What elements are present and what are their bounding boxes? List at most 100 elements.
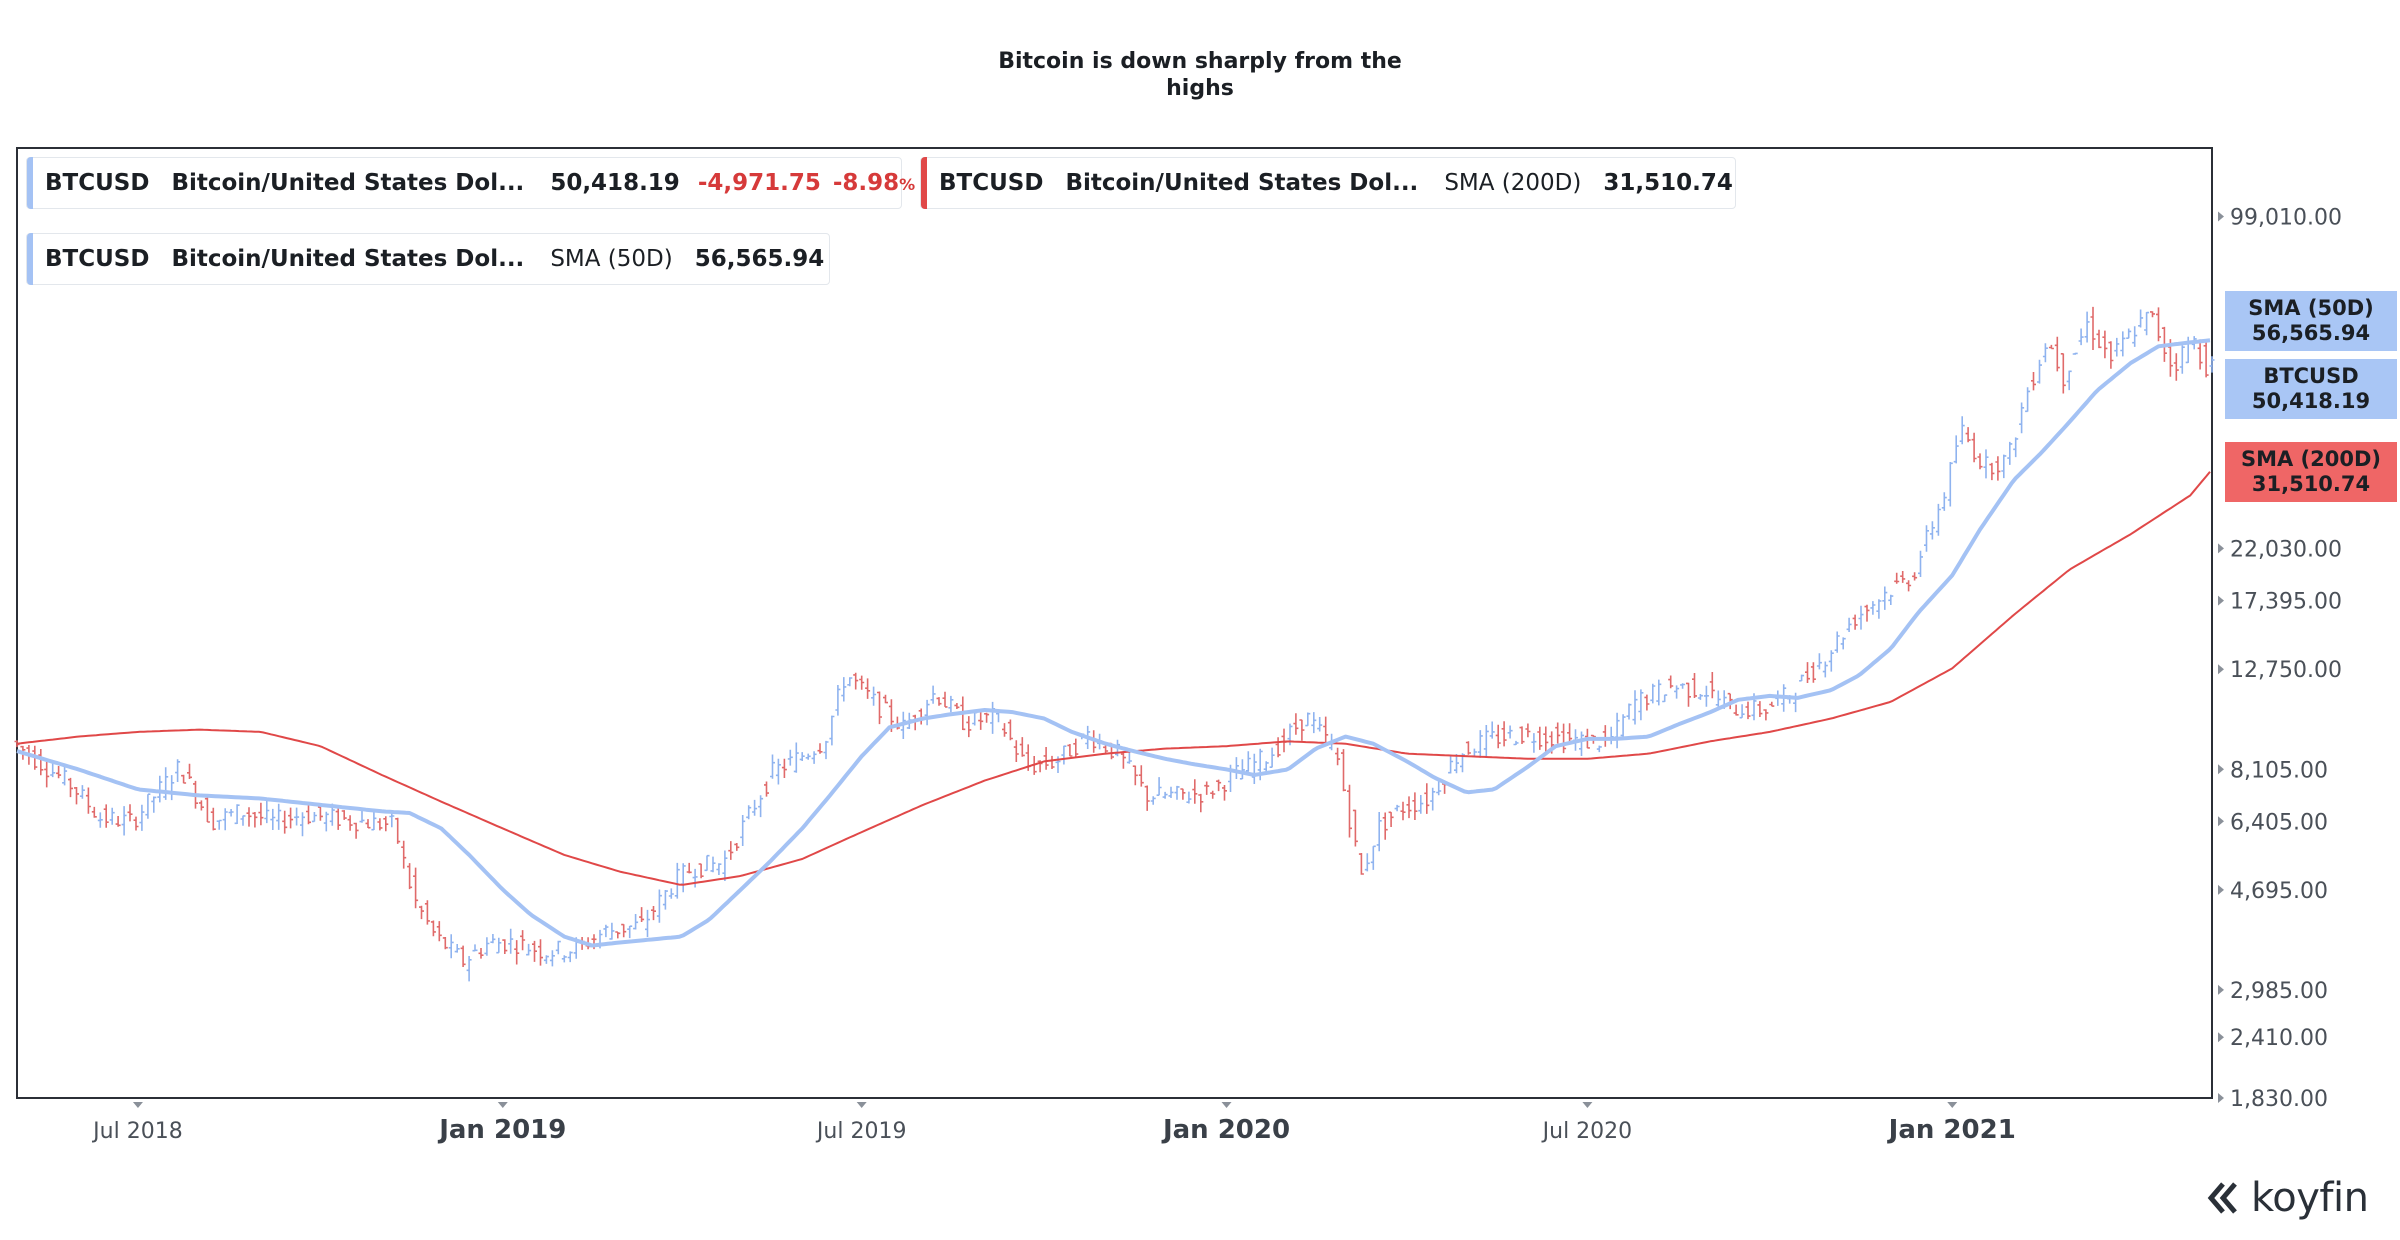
ohlc-bar xyxy=(2001,454,2007,479)
ohlc-bar xyxy=(1822,661,1828,678)
ohlc-bar xyxy=(990,701,996,734)
ohlc-bar xyxy=(1305,712,1311,727)
price-tag-label: SMA (50D) xyxy=(2248,296,2374,320)
ohlc-bar xyxy=(514,940,520,965)
ohlc-bar xyxy=(2203,342,2209,378)
y-tick-label: 2,410.00 xyxy=(2230,1026,2328,1051)
ohlc-bar xyxy=(2209,356,2215,373)
ohlc-bar xyxy=(1757,701,1763,717)
ohlc-bar xyxy=(1013,740,1019,762)
ohlc-bar xyxy=(829,715,835,746)
ohlc-bar xyxy=(1007,719,1013,741)
legend-sma-50d[interactable]: BTCUSD Bitcoin/United States Dol... SMA … xyxy=(26,233,830,285)
ohlc-bar xyxy=(2173,353,2179,381)
ohlc-bar xyxy=(311,812,317,823)
ohlc-bar xyxy=(1900,571,1906,583)
ohlc-bar xyxy=(1501,721,1507,747)
ohlc-bar xyxy=(1311,712,1317,734)
legend-sma-200d[interactable]: BTCUSD Bitcoin/United States Dol... SMA … xyxy=(920,157,1736,209)
ohlc-bar xyxy=(1448,755,1454,774)
sma-200d-line xyxy=(16,471,2211,886)
ohlc-bar xyxy=(2179,345,2185,374)
ohlc-bar xyxy=(270,808,276,830)
x-tick-label: Jan 2019 xyxy=(437,1115,566,1145)
legend-change: -4,971.75 xyxy=(697,170,821,196)
ohlc-bar xyxy=(662,890,668,910)
koyfin-logo: koyfin xyxy=(2205,1175,2369,1221)
ohlc-bar xyxy=(2078,328,2084,346)
ohlc-bar xyxy=(97,812,103,828)
ohlc-bar xyxy=(686,862,692,874)
x-axis: Jul 2018 Jan 2019 Jul 2019 Jan 2020 Jul 2020… xyxy=(91,1102,2016,1145)
ohlc-bar xyxy=(1465,741,1471,755)
ohlc-bar xyxy=(181,774,187,784)
ohlc-bar xyxy=(1525,723,1531,738)
ohlc-bar xyxy=(871,686,877,706)
ohlc-bar xyxy=(1840,637,1846,650)
ohlc-bar xyxy=(883,694,888,704)
ohlc-bar xyxy=(1953,435,1959,464)
ohlc-bar xyxy=(359,810,365,823)
ohlc-bar xyxy=(103,804,109,828)
ohlc-bar xyxy=(187,763,192,779)
x-tick-label: Jul 2020 xyxy=(1541,1119,1633,1144)
ohlc-bar xyxy=(841,677,847,702)
ohlc-bar xyxy=(764,781,769,797)
ohlc-bar xyxy=(395,817,401,844)
ohlc-bar xyxy=(2037,359,2042,384)
ohlc-bar xyxy=(1805,662,1810,683)
ohlc-bar xyxy=(74,787,79,805)
ohlc-bar xyxy=(1412,792,1418,820)
ohlc-bar xyxy=(1947,462,1953,507)
ohlc-bar xyxy=(377,818,383,831)
ohlc-bar xyxy=(121,806,127,836)
ohlc-bar xyxy=(1941,492,1947,511)
ohlc-bar xyxy=(1489,721,1495,739)
ohlc-bar xyxy=(1983,449,1989,479)
ohlc-bar xyxy=(1436,781,1442,796)
ohlc-bar xyxy=(966,716,972,738)
ohlc-bar xyxy=(1507,725,1513,739)
ohlc-bar xyxy=(1216,779,1222,792)
ohlc-bar xyxy=(817,743,823,754)
ohlc-bar xyxy=(317,806,323,821)
ohlc-bar xyxy=(722,850,728,881)
y-axis: 1,830.00 2,410.00 2,985.00 4,695.00 6,405.00… xyxy=(2218,205,2342,1112)
ohlc-bar xyxy=(1739,704,1745,719)
ohlc-bar xyxy=(2054,336,2060,372)
ohlc-bar xyxy=(1537,726,1543,750)
ohlc-bar xyxy=(68,777,73,798)
ohlc-bar xyxy=(2013,437,2019,458)
ohlc-bar xyxy=(1769,701,1775,707)
legend-btcusd-price[interactable]: BTCUSD Bitcoin/United States Dol... 50,4… xyxy=(26,157,915,209)
ohlc-bar xyxy=(680,863,686,893)
ohlc-bar xyxy=(276,803,282,830)
ohlc-bar xyxy=(1210,790,1216,799)
ohlc-bar xyxy=(633,914,639,930)
ohlc-bar xyxy=(38,749,44,776)
legend-color-swatch xyxy=(27,157,33,209)
ohlc-bar xyxy=(157,775,163,803)
ohlc-bar xyxy=(936,697,942,706)
ohlc-bar xyxy=(44,759,50,788)
x-tick-mark xyxy=(856,1102,867,1108)
ohlc-bar xyxy=(258,802,264,826)
y-tick-mark xyxy=(2218,1032,2224,1043)
ohlc-bar xyxy=(1632,690,1638,725)
x-tick-label: Jan 2020 xyxy=(1161,1115,1290,1145)
ohlc-bar xyxy=(2084,311,2090,343)
ohlc-bar xyxy=(1186,791,1192,804)
ohlc-bar xyxy=(1352,809,1358,847)
ohlc-bar xyxy=(1067,744,1073,757)
ohlc-bar xyxy=(853,672,859,690)
ohlc-bar xyxy=(1626,703,1632,720)
y-tick-mark xyxy=(2218,816,2224,827)
ohlc-bar xyxy=(2096,329,2102,349)
price-tag-label: SMA (200D) xyxy=(2240,447,2382,471)
legend-indicator-value: 56,565.94 xyxy=(694,246,825,272)
ohlc-bar xyxy=(1715,690,1721,707)
ohlc-bar xyxy=(549,950,555,967)
ohlc-bar xyxy=(2114,337,2120,357)
ohlc-bar xyxy=(460,945,466,967)
